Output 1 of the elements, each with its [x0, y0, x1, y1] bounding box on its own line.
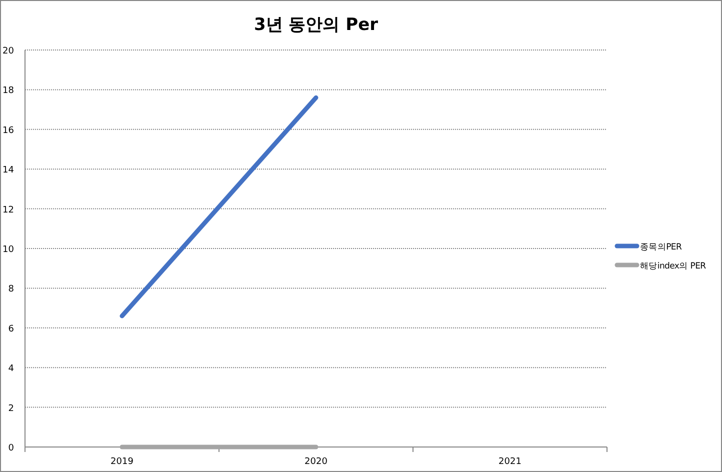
- title: 3년 동안의 Per: [254, 15, 378, 35]
